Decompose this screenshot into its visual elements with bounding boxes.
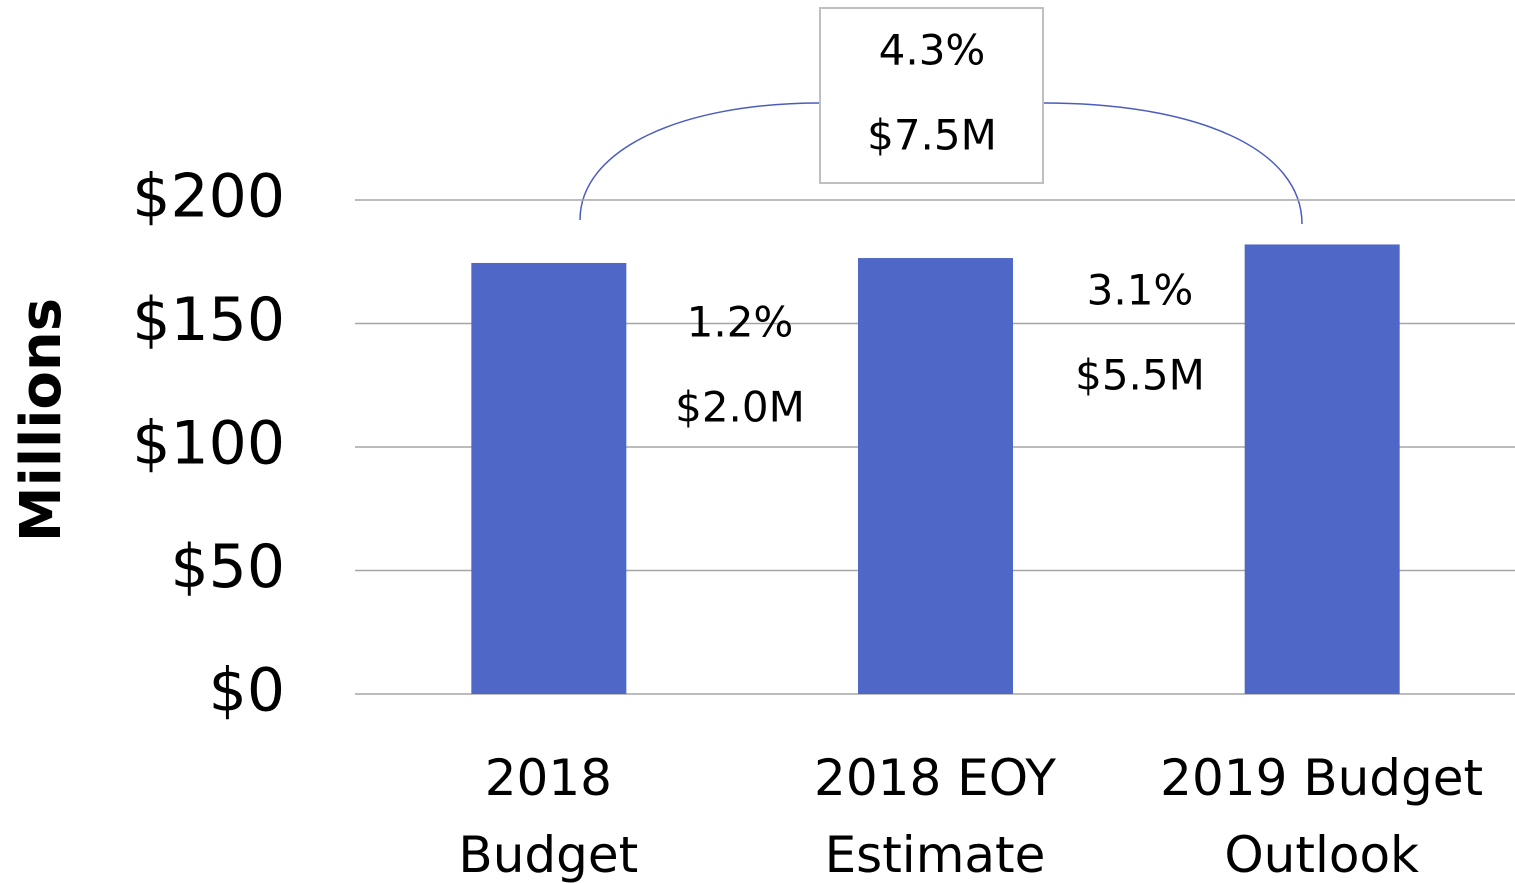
x-tick-label: 2018 Budget xyxy=(458,749,639,883)
bracket xyxy=(1042,102,1303,225)
y-tick-label: $150 xyxy=(132,285,285,355)
y-axis-label: Millions xyxy=(9,298,74,542)
annotation: $2.0M xyxy=(675,383,805,432)
x-tick-label: 2019 Budget Outlook xyxy=(1160,749,1484,883)
bar xyxy=(1244,244,1400,694)
bracket xyxy=(579,102,821,221)
annotation: 1.2% xyxy=(687,298,794,347)
y-tick-label: $100 xyxy=(132,409,285,479)
annotation: 3.1% xyxy=(1087,266,1194,315)
annotation: $7.5M xyxy=(867,111,997,160)
x-tick-label: 2018 EOY Estimate xyxy=(814,749,1056,883)
y-tick-label: $0 xyxy=(209,656,285,726)
annotation-box xyxy=(819,7,1044,184)
bar xyxy=(858,258,1013,694)
bar xyxy=(471,262,627,694)
annotation: 4.3% xyxy=(879,26,986,75)
y-tick-label: $200 xyxy=(132,162,285,232)
annotation: $5.5M xyxy=(1075,351,1205,400)
y-tick-label: $50 xyxy=(170,532,285,602)
